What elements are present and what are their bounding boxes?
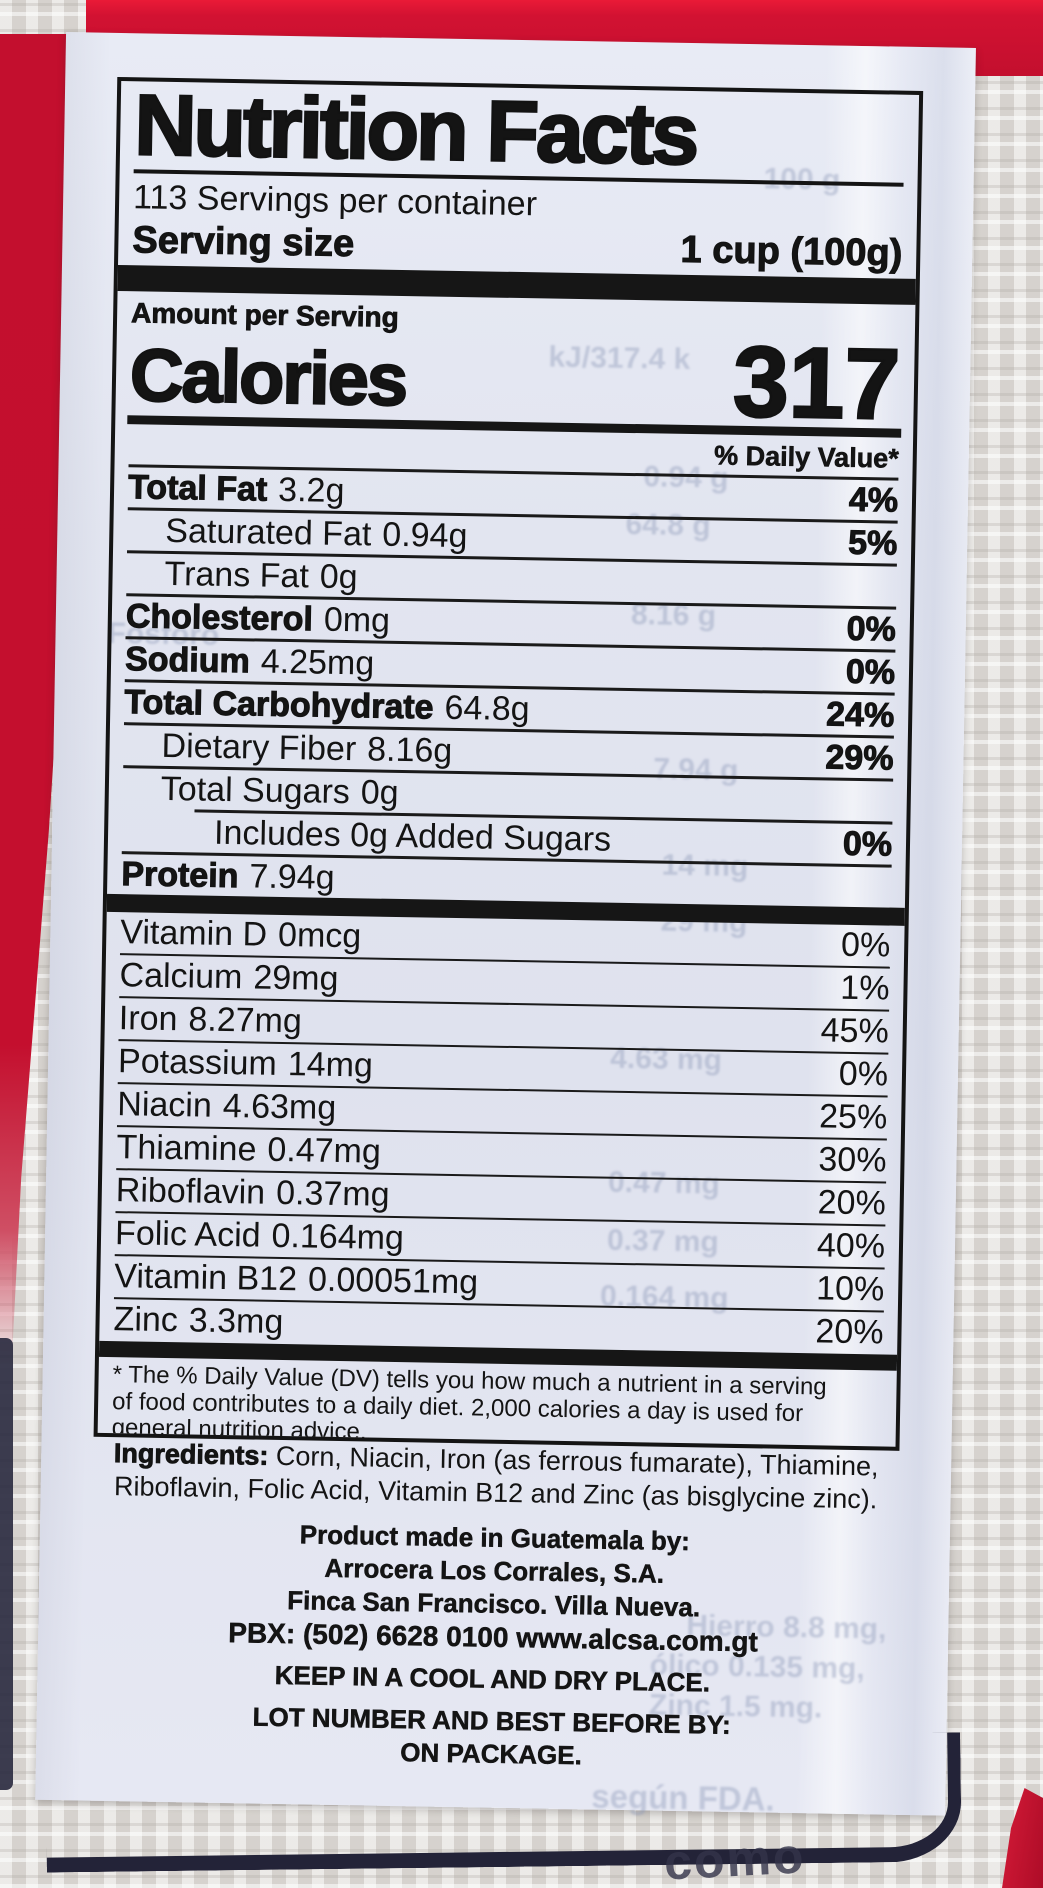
ingredients-label: Ingredients:: [113, 1438, 269, 1471]
package-ghost-text: como: [662, 1827, 807, 1888]
nutrient-daily-value: 0%: [846, 609, 897, 649]
nutrient-amount: 0mcg: [277, 915, 362, 956]
nutrient-amount: 3.3mg: [188, 1301, 284, 1342]
nutrient-name: Saturated Fat: [165, 511, 372, 554]
nutrient-amount: 64.8g: [444, 688, 530, 729]
nutrient-name: Riboflavin: [115, 1171, 266, 1212]
nutrient-daily-value: 10%: [815, 1269, 885, 1309]
nutrient-daily-value: 29%: [825, 738, 895, 778]
nutrient-daily-value: 0%: [842, 824, 893, 864]
nutrient-name: Iron: [118, 999, 178, 1039]
calories-value: 317: [731, 324, 902, 441]
serving-size-value: 1 cup (100g): [680, 228, 903, 275]
nutrient-daily-value: 4%: [848, 480, 899, 520]
nutrient-amount: 4.25mg: [260, 642, 375, 683]
nutrient-amount: 4.63mg: [222, 1086, 337, 1127]
nutrient-name: Vitamin D: [120, 913, 268, 954]
nutrition-facts-box: Nutrition Facts 113 Servings per contain…: [93, 76, 924, 1451]
daily-value-footnote: * The % Daily Value (DV) tells you how m…: [111, 1361, 827, 1446]
nutrient-name: Potassium: [117, 1042, 278, 1083]
nutrient-amount: 0.00051mg: [307, 1260, 479, 1302]
nutrient-amount: 0g: [319, 557, 358, 597]
nutrient-name: Protein: [121, 855, 240, 896]
nutrient-daily-value: 0%: [838, 1054, 889, 1094]
nutrient-amount: 14mg: [287, 1045, 374, 1085]
nutrient-daily-value: 40%: [816, 1226, 886, 1266]
ingredients-paragraph: Ingredients: Corn, Niacin, Iron (as ferr…: [56, 1436, 935, 1517]
nutrient-daily-value: 30%: [818, 1140, 887, 1180]
nutrient-name: Zinc: [113, 1300, 179, 1340]
nutrient-name: Total Sugars: [160, 769, 351, 812]
below-box-text: Ingredients: Corn, Niacin, Iron (as ferr…: [36, 1436, 952, 1779]
nutrient-amount: 8.16g: [366, 730, 453, 770]
nutrient-amount: 0.164mg: [271, 1216, 405, 1258]
nutrient-name: Includes 0g Added Sugars: [213, 813, 612, 859]
calories-row: Calories 317: [128, 324, 902, 441]
nutrient-amount: 7.94g: [249, 857, 335, 897]
nutrient-daily-value: 0%: [840, 925, 891, 965]
nutrient-daily-value: 1%: [840, 968, 890, 1008]
nutrient-name: Thiamine: [116, 1128, 257, 1169]
manufacturer-line: KEEP IN A COOL AND DRY PLACE.: [274, 1659, 711, 1698]
nutrient-name: Folic Acid: [114, 1214, 261, 1255]
package-navy-left-stripe: [0, 1338, 13, 1790]
nutrient-daily-value: 5%: [847, 523, 898, 563]
nutrient-amount: 0.94g: [382, 515, 468, 556]
nutrient-daily-value: 45%: [820, 1011, 890, 1051]
nutrient-amount: 0g: [360, 773, 399, 812]
nutrient-rows: Total Fat 3.2g 4% Saturated Fat 0.94g 5% Trans…: [121, 464, 899, 907]
nutrient-amount: 8.27mg: [188, 1000, 303, 1041]
nutrient-daily-value: 0%: [845, 652, 896, 692]
nutrient-daily-value: 25%: [818, 1097, 888, 1137]
package-red-corner-graphic: [1002, 1788, 1043, 1888]
nutrient-name: Cholesterol: [125, 597, 314, 639]
nutrient-name: Vitamin B12: [114, 1257, 298, 1299]
calories-label: Calories: [128, 332, 408, 422]
serving-size-label: Serving size: [132, 219, 355, 266]
nutrition-facts-title: Nutrition Facts: [132, 77, 698, 184]
nutrient-amount: 3.2g: [277, 470, 345, 510]
nutrient-name: Total Fat: [127, 468, 268, 509]
nutrient-name: Total Carbohydrate: [124, 683, 435, 727]
nutrient-name: Sodium: [124, 640, 251, 681]
nutrient-name: Trans Fat: [164, 554, 310, 596]
nutrient-name: Niacin: [117, 1085, 213, 1125]
nutrient-daily-value: 20%: [815, 1312, 884, 1352]
vitamin-mineral-rows: Vitamin D 0mcg 0% Calcium 29mg 1% Iron 8.27mg 45…: [113, 912, 890, 1353]
nutrient-amount: 0mg: [323, 600, 391, 640]
nutrient-amount: 0.47mg: [267, 1130, 382, 1171]
nutrient-daily-value: 20%: [817, 1183, 887, 1223]
nutrient-name: Calcium: [119, 956, 243, 997]
nutrient-daily-value: 24%: [825, 695, 895, 735]
nutrient-amount: 29mg: [253, 958, 339, 998]
package-navy-curve: [45, 1732, 962, 1873]
nutrient-amount: 0.37mg: [275, 1173, 390, 1214]
nutrient-name: Dietary Fiber: [161, 726, 357, 769]
